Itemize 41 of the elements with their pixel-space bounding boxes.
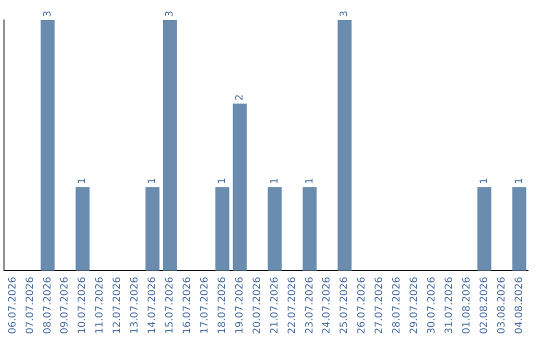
x-tick-label: 02.08.2026	[478, 276, 490, 334]
x-tick-label: 15.07.2026	[164, 276, 176, 334]
x-tick-label: 26.07.2026	[356, 276, 368, 334]
data-label: 1	[304, 178, 316, 184]
x-tick-label: 17.07.2026	[199, 276, 210, 334]
x-tick-label: 23.07.2026	[304, 276, 316, 334]
x-tick-label: 13.07.2026	[130, 276, 141, 334]
data-label: 1	[514, 178, 525, 184]
x-tick-label: 03.08.2026	[496, 276, 508, 334]
data-label: 1	[216, 178, 228, 184]
x-tick-label: 31.07.2026	[444, 276, 455, 334]
x-tick-label: 30.07.2026	[426, 276, 438, 334]
x-tick-label: 24.07.2026	[322, 276, 333, 334]
x-tick-label: 01.08.2026	[461, 276, 472, 334]
x-tick-label: 04.08.2026	[514, 276, 525, 334]
x-tick-label: 29.07.2026	[409, 276, 420, 334]
x-tick-label: 25.07.2026	[339, 276, 350, 334]
x-tick-label: 20.07.2026	[252, 276, 263, 334]
x-tick-label: 28.07.2026	[392, 276, 403, 334]
data-label: 1	[147, 178, 158, 184]
data-label: 3	[164, 10, 176, 17]
x-tick-label: 06.07.2026	[7, 276, 18, 334]
x-tick-label: 08.07.2026	[42, 276, 54, 334]
x-tick-label: 10.07.2026	[77, 276, 88, 334]
data-label: 1	[77, 178, 88, 184]
x-tick-label: 19.07.2026	[234, 276, 246, 334]
x-tick-label: 07.07.2026	[24, 276, 36, 334]
data-label: 1	[478, 178, 490, 184]
data-label: 3	[42, 10, 54, 17]
x-tick-label: 14.07.2026	[147, 276, 158, 334]
data-label: 3	[339, 10, 350, 17]
x-tick-label: 27.07.2026	[374, 276, 386, 334]
x-tick-label: 12.07.2026	[112, 276, 124, 334]
x-tick-label: 16.07.2026	[182, 276, 193, 334]
x-tick-label: 21.07.2026	[269, 276, 280, 334]
data-label: 1	[269, 178, 280, 184]
data-label: 2	[234, 94, 246, 101]
x-tick-label: 09.07.2026	[60, 276, 71, 334]
x-tick-label: 22.07.2026	[286, 276, 298, 334]
x-tick-label: 18.07.2026	[216, 276, 228, 334]
x-tick-label: 11.07.2026	[94, 276, 106, 334]
